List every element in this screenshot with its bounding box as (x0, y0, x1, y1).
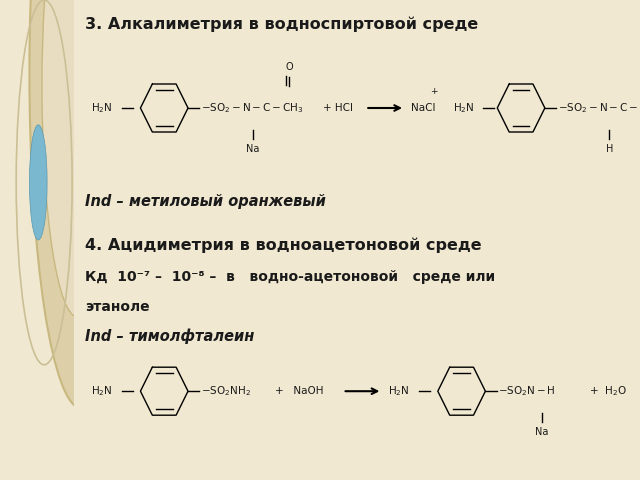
Text: Кд  10⁻⁷ –  10⁻⁸ –  в   водно-ацетоновой   среде или: Кд 10⁻⁷ – 10⁻⁸ – в водно-ацетоновой сред… (85, 270, 495, 284)
Text: $\mathsf{-SO_2-N-C-CH_3}$: $\mathsf{-SO_2-N-C-CH_3}$ (201, 101, 304, 115)
Text: + HCl: + HCl (323, 103, 353, 113)
Text: $\mathsf{-SO_2-N-C-CH_3}$: $\mathsf{-SO_2-N-C-CH_3}$ (558, 101, 640, 115)
Text: NaCl: NaCl (411, 103, 435, 113)
Text: $\mathsf{H_2N}$: $\mathsf{H_2N}$ (91, 384, 112, 398)
Text: 4. Ацидиметрия в водноацетоновой среде: 4. Ацидиметрия в водноацетоновой среде (85, 238, 481, 253)
Text: $\mathsf{-SO_2N-H}$: $\mathsf{-SO_2N-H}$ (499, 384, 556, 398)
Text: +: + (431, 87, 438, 96)
Text: 3. Алкалиметрия в водноспиртовой среде: 3. Алкалиметрия в водноспиртовой среде (85, 17, 478, 32)
Text: +   NaOH: + NaOH (275, 386, 323, 396)
Circle shape (29, 125, 47, 240)
Text: Ind – тимолфталеин: Ind – тимолфталеин (85, 328, 254, 344)
Circle shape (42, 0, 113, 317)
Text: $\mathsf{H_2N}$: $\mathsf{H_2N}$ (453, 101, 475, 115)
Text: этаноле: этаноле (85, 300, 150, 314)
Text: H: H (605, 144, 613, 154)
Text: Ind – метиловый оранжевый: Ind – метиловый оранжевый (85, 194, 326, 209)
Text: Na: Na (535, 427, 548, 437)
Text: +  $\mathsf{H_2O}$: + $\mathsf{H_2O}$ (589, 384, 627, 398)
Text: O: O (285, 62, 292, 72)
Text: $\mathsf{H_2N}$: $\mathsf{H_2N}$ (388, 384, 410, 398)
Text: $\mathsf{-SO_2NH_2}$: $\mathsf{-SO_2NH_2}$ (201, 384, 251, 398)
Text: Na: Na (246, 144, 259, 154)
Text: $\mathsf{H_2N}$: $\mathsf{H_2N}$ (91, 101, 112, 115)
Circle shape (29, 0, 132, 408)
